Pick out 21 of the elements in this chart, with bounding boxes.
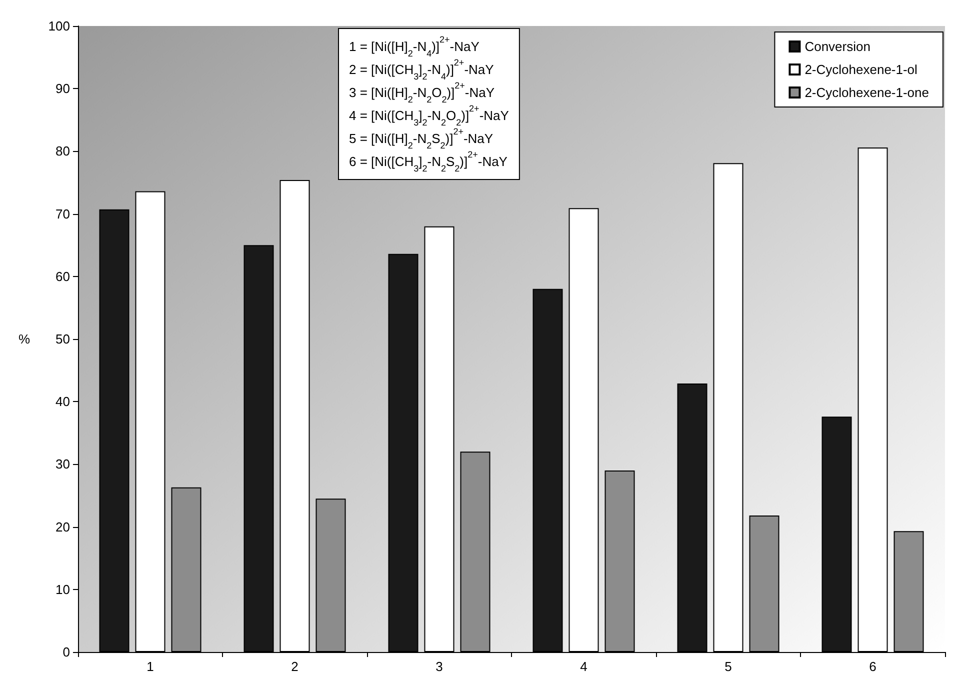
x-tick-label: 1 bbox=[146, 659, 154, 674]
x-tick-label: 4 bbox=[580, 659, 588, 674]
x-tick-label: 2 bbox=[291, 659, 298, 674]
y-tick-label: 20 bbox=[56, 519, 70, 534]
y-tick-label: 90 bbox=[56, 81, 70, 96]
y-tick-label: 50 bbox=[56, 332, 70, 346]
x-tick-label: 5 bbox=[724, 659, 732, 674]
y-tick-label: 30 bbox=[56, 456, 70, 472]
y-tick-label: 0 bbox=[62, 644, 70, 660]
y-tick-label: 60 bbox=[56, 268, 70, 284]
y-tick-label: 80 bbox=[56, 144, 70, 159]
legend-label: 2-Cyclohexene-1-ol bbox=[804, 62, 918, 77]
legend-label: Conversion bbox=[804, 39, 870, 54]
x-tick-label: 3 bbox=[436, 659, 443, 674]
y-axis-title: % bbox=[18, 332, 30, 346]
x-tick-label: 6 bbox=[869, 659, 876, 674]
y-tick-label: 10 bbox=[56, 582, 70, 597]
y-tick-label: 100 bbox=[48, 18, 70, 34]
y-tick-label: 40 bbox=[56, 394, 70, 410]
legend-label: 2-Cyclohexene-1-one bbox=[804, 85, 930, 100]
y-tick-label: 70 bbox=[56, 206, 70, 222]
